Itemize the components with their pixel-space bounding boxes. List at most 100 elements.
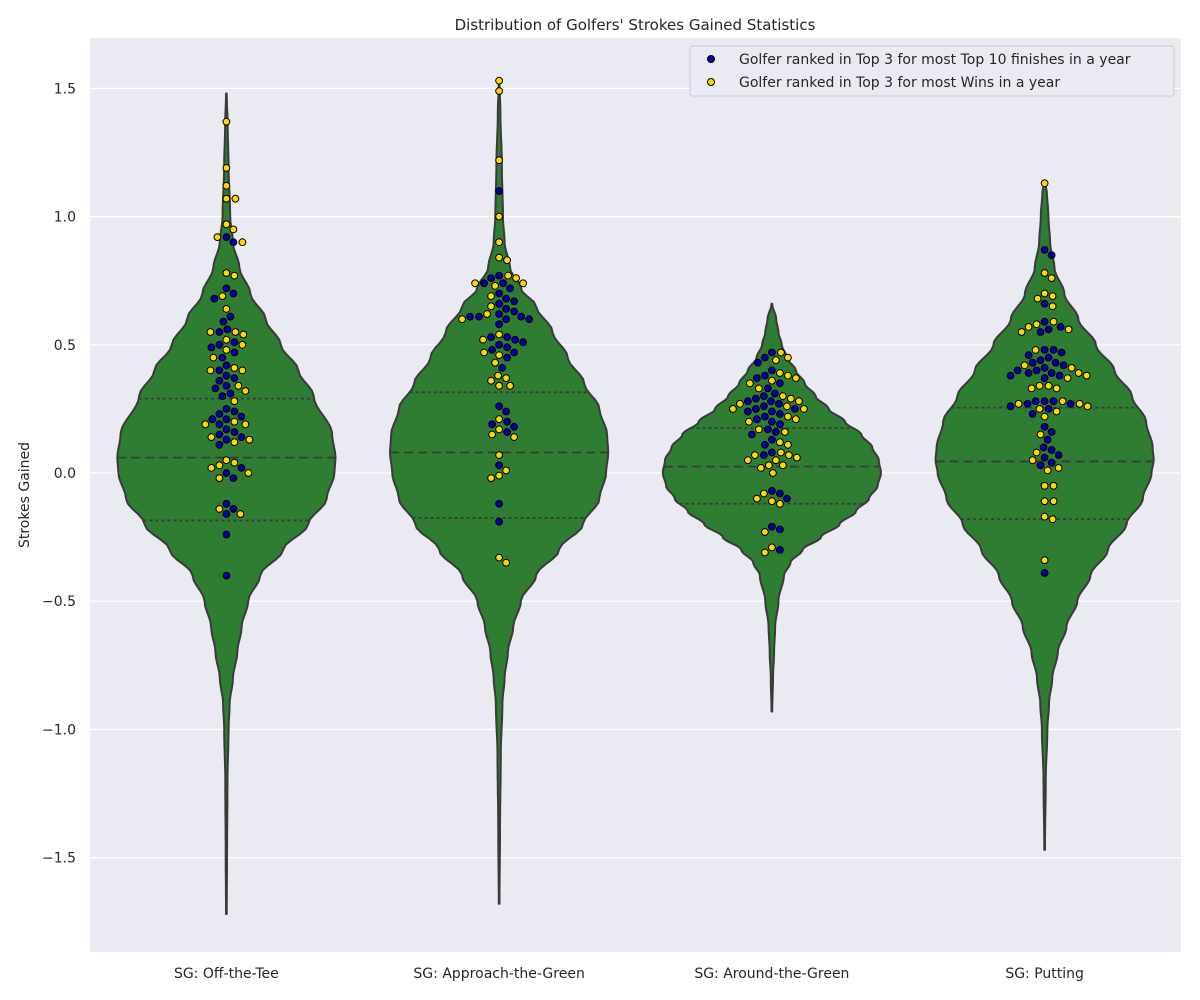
point-wins bbox=[1074, 369, 1083, 377]
point-wins bbox=[502, 558, 511, 567]
point-top10 bbox=[748, 430, 756, 439]
point-wins bbox=[491, 281, 500, 290]
point-top10 bbox=[768, 417, 776, 426]
point-top10 bbox=[495, 320, 504, 329]
point-wins bbox=[236, 510, 245, 518]
point-wins bbox=[744, 456, 752, 465]
point-top10 bbox=[776, 410, 784, 418]
point-top10 bbox=[229, 474, 238, 483]
point-top10 bbox=[495, 310, 504, 318]
point-wins bbox=[784, 412, 792, 421]
point-wins bbox=[772, 356, 780, 365]
point-wins bbox=[792, 415, 800, 424]
point-top10 bbox=[1039, 443, 1048, 452]
point-top10 bbox=[1040, 317, 1049, 326]
point-wins bbox=[1048, 515, 1057, 524]
point-top10 bbox=[1049, 346, 1058, 354]
point-wins bbox=[1028, 456, 1037, 465]
point-wins bbox=[480, 348, 489, 357]
y-tick-label: −1.5 bbox=[42, 851, 76, 867]
point-wins bbox=[768, 376, 776, 385]
point-wins bbox=[1058, 397, 1067, 406]
point-wins bbox=[495, 351, 504, 360]
point-top10 bbox=[488, 420, 497, 429]
point-top10 bbox=[760, 402, 768, 411]
point-top10 bbox=[495, 340, 504, 349]
point-top10 bbox=[760, 392, 768, 401]
point-top10 bbox=[1040, 453, 1049, 462]
point-wins bbox=[479, 335, 488, 344]
point-top10 bbox=[768, 348, 776, 357]
point-top10 bbox=[1054, 451, 1063, 460]
point-wins bbox=[751, 451, 759, 460]
point-wins bbox=[495, 156, 504, 165]
point-top10 bbox=[222, 435, 231, 444]
point-wins bbox=[495, 451, 504, 460]
point-top10 bbox=[487, 274, 496, 283]
point-top10 bbox=[495, 299, 504, 308]
point-top10 bbox=[1024, 369, 1033, 377]
point-wins bbox=[483, 310, 492, 318]
y-tick-label: 1.5 bbox=[54, 81, 76, 97]
point-wins bbox=[495, 330, 504, 339]
point-top10 bbox=[237, 412, 246, 421]
point-top10 bbox=[229, 505, 238, 513]
point-wins bbox=[1031, 346, 1040, 354]
point-top10 bbox=[503, 417, 512, 426]
point-wins bbox=[495, 212, 504, 221]
point-wins bbox=[779, 392, 787, 401]
point-wins bbox=[230, 417, 239, 426]
x-tick-label: SG: Approach-the-Green bbox=[413, 966, 584, 982]
legend: Golfer ranked in Top 3 for most Top 10 f… bbox=[689, 45, 1175, 97]
point-top10 bbox=[495, 517, 504, 526]
point-wins bbox=[1027, 384, 1036, 393]
point-top10 bbox=[215, 420, 224, 429]
point-wins bbox=[503, 256, 512, 265]
point-top10 bbox=[791, 405, 799, 413]
y-tick-label: 0.0 bbox=[54, 466, 76, 482]
point-top10 bbox=[510, 297, 518, 306]
point-top10 bbox=[1023, 399, 1032, 408]
point-top10 bbox=[503, 353, 512, 362]
point-wins bbox=[745, 417, 753, 426]
point-top10 bbox=[771, 389, 779, 398]
point-top10 bbox=[226, 389, 235, 398]
point-wins bbox=[1049, 317, 1058, 326]
point-wins bbox=[491, 358, 500, 367]
point-top10 bbox=[1047, 458, 1056, 467]
point-wins bbox=[729, 405, 737, 413]
point-top10 bbox=[511, 335, 519, 344]
point-wins bbox=[230, 271, 239, 280]
point-top10 bbox=[1040, 246, 1049, 254]
point-top10 bbox=[506, 284, 515, 293]
point-top10 bbox=[1044, 325, 1053, 334]
point-wins bbox=[230, 458, 239, 467]
point-wins bbox=[244, 469, 253, 477]
point-wins bbox=[784, 371, 792, 380]
point-wins bbox=[1043, 466, 1052, 475]
point-wins bbox=[757, 464, 765, 472]
point-top10 bbox=[222, 405, 231, 413]
swarm-points bbox=[201, 76, 1092, 580]
point-wins bbox=[1040, 289, 1049, 298]
point-wins bbox=[1075, 399, 1084, 408]
point-wins bbox=[1083, 402, 1092, 411]
point-top10 bbox=[1055, 371, 1064, 380]
point-top10 bbox=[768, 448, 776, 457]
point-top10 bbox=[222, 510, 231, 518]
point-wins bbox=[753, 494, 761, 503]
point-wins bbox=[215, 461, 224, 470]
point-top10 bbox=[215, 430, 224, 439]
point-wins bbox=[495, 238, 504, 247]
point-top10 bbox=[487, 333, 496, 342]
point-top10 bbox=[230, 428, 239, 436]
point-wins bbox=[793, 453, 801, 462]
point-top10 bbox=[495, 461, 504, 470]
point-wins bbox=[746, 379, 754, 388]
point-wins bbox=[512, 274, 520, 283]
point-top10 bbox=[488, 346, 497, 354]
point-top10 bbox=[222, 284, 231, 293]
point-top10 bbox=[215, 328, 224, 336]
point-top10 bbox=[1024, 351, 1033, 360]
x-axis-ticks: SG: Off-the-Tee SG: Approach-the-Green SG:… bbox=[174, 966, 1084, 982]
